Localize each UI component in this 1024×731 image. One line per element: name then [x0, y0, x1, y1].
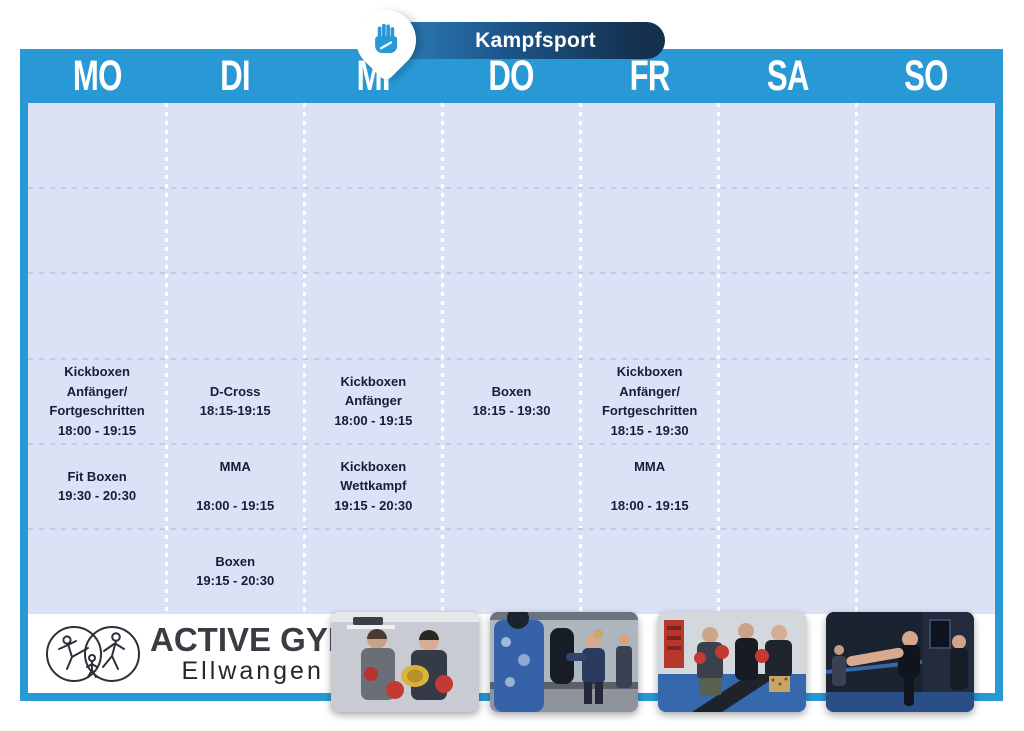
row-separator — [28, 527, 995, 530]
logo-title: ACTIVE GYM — [150, 621, 356, 659]
class-entry-fr-row4: MMA 18:00 - 19:15 — [610, 458, 689, 513]
logo-subtitle: Ellwangen — [181, 656, 324, 685]
row-separator — [28, 442, 995, 445]
active-gym-logo: ACTIVE GYM Ellwangen — [42, 622, 355, 686]
day-header-mo: MO — [72, 52, 122, 100]
kampfsport-title-pill: Kampfsport — [372, 22, 665, 59]
day-header-row: MO DI MI DO FR SA SO — [28, 49, 995, 103]
schedule-frame: MO DI MI DO FR SA SO Kickboxen Anfänger/ Fortg… — [20, 49, 1003, 701]
photo-sparring-group — [658, 612, 806, 712]
photo-high-kick — [826, 612, 974, 712]
schedule-grid: Kickboxen Anfänger/ Fortgeschritten 18:0… — [28, 103, 995, 614]
day-header-di: DI — [220, 52, 251, 100]
class-entry-di-row5: Boxen 19:15 - 20:30 — [196, 553, 275, 589]
fist-icon — [375, 23, 398, 54]
day-header-sa: SA — [766, 52, 810, 100]
class-entry-do-row3: Boxen 18:15 - 19:30 — [472, 383, 551, 419]
row-separator — [28, 357, 995, 360]
day-header-so: SO — [904, 52, 948, 100]
schedule-cells: Kickboxen Anfänger/ Fortgeschritten 18:0… — [28, 103, 995, 614]
page-title: Kampfsport — [475, 28, 596, 52]
class-entry-mo-row4: Fit Boxen 19:30 - 20:30 — [58, 468, 137, 504]
class-entry-di-row4: MMA 18:00 - 19:15 — [196, 458, 275, 513]
class-entry-fr-row3: Kickboxen Anfänger/ Fortgeschritten 18:1… — [601, 364, 698, 438]
day-header-fr: FR — [629, 52, 671, 100]
logo-text-block: ACTIVE GYM Ellwangen — [150, 621, 356, 685]
row-separator — [28, 187, 995, 190]
photo-fighters-with-belt — [331, 612, 479, 712]
class-entry-mo-row3: Kickboxen Anfänger/ Fortgeschritten 18:0… — [49, 364, 145, 438]
class-entry-mi-row4: Kickboxen Wettkampf 19:15 - 20:30 — [334, 458, 413, 513]
class-entry-di-row3: D-Cross 18:15-19:15 — [199, 383, 271, 419]
gym-figures-logo-icon — [46, 625, 140, 682]
photo-bag-training — [490, 612, 638, 712]
class-entry-mi-row3: Kickboxen Anfänger 18:00 - 19:15 — [334, 373, 413, 428]
day-header-do: DO — [488, 52, 535, 100]
fist-badge — [343, 0, 429, 83]
row-separator — [28, 272, 995, 275]
